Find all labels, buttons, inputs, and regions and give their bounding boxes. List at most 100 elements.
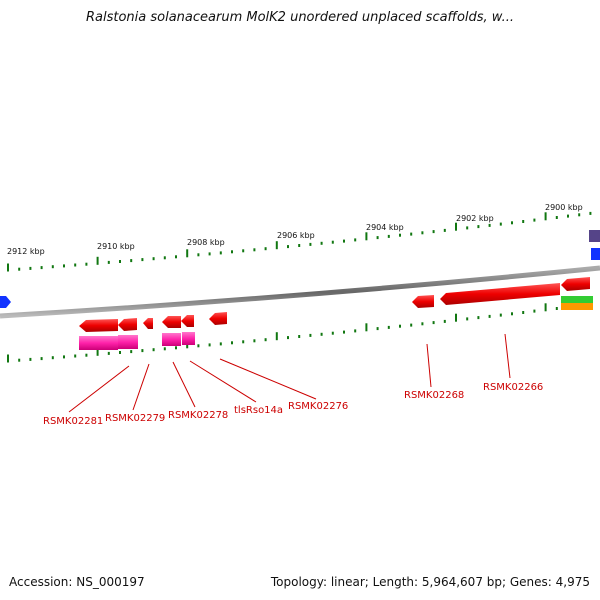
- minor-tick: [522, 220, 525, 223]
- gene-block[interactable]: [589, 230, 600, 242]
- gene-arrow[interactable]: [143, 318, 153, 329]
- minor-tick: [298, 335, 301, 338]
- minor-tick: [309, 333, 312, 337]
- minor-tick: [309, 242, 312, 246]
- gene-arrow[interactable]: [0, 296, 11, 308]
- genome-stats: Topology: linear; Length: 5,964,607 bp; …: [270, 575, 590, 589]
- minor-tick: [298, 244, 301, 247]
- minor-tick: [253, 248, 256, 252]
- scale-ticks-upper: [7, 211, 592, 272]
- minor-tick: [533, 309, 536, 313]
- minor-tick: [331, 331, 334, 335]
- cds-block[interactable]: [162, 333, 181, 346]
- minor-tick: [354, 238, 357, 242]
- cds-track: [79, 332, 195, 350]
- minor-tick: [141, 258, 144, 262]
- minor-tick: [555, 307, 558, 310]
- minor-tick: [152, 348, 155, 352]
- minor-tick: [40, 266, 43, 270]
- cds-block[interactable]: [182, 332, 195, 345]
- major-tick: [96, 256, 99, 265]
- minor-tick: [29, 266, 32, 270]
- gene-arrow[interactable]: [561, 277, 590, 291]
- minor-tick: [107, 351, 110, 355]
- minor-tick: [219, 251, 222, 255]
- gene-label[interactable]: RSMK02266: [483, 382, 543, 393]
- minor-tick: [410, 232, 413, 236]
- minor-tick: [63, 355, 65, 359]
- gene-labels: RSMK02281 RSMK02279 RSMK02278 tlsRso14a …: [43, 382, 543, 427]
- major-tick: [544, 303, 547, 312]
- gene-block[interactable]: [591, 248, 600, 260]
- minor-tick: [119, 260, 121, 263]
- minor-tick: [119, 351, 121, 354]
- minor-tick: [421, 231, 424, 235]
- major-tick: [455, 313, 457, 322]
- gene-label[interactable]: tlsRso14a: [234, 405, 283, 416]
- minor-tick: [264, 247, 267, 251]
- minor-tick: [29, 357, 32, 361]
- gene-arrow[interactable]: [440, 283, 560, 305]
- minor-tick: [399, 324, 401, 328]
- gene-arrow[interactable]: [412, 295, 434, 308]
- minor-tick: [175, 255, 177, 259]
- gene-label[interactable]: RSMK02278: [168, 410, 228, 421]
- gene-arrow[interactable]: [118, 318, 137, 331]
- scale-label: 2900 kbp: [545, 203, 583, 212]
- minor-tick: [343, 239, 345, 243]
- map-title: Ralstonia solanacearum MolK2 unordered u…: [85, 10, 514, 25]
- minor-tick: [376, 327, 379, 331]
- gene-label[interactable]: RSMK02279: [105, 413, 165, 424]
- minor-tick: [63, 264, 65, 268]
- major-tick: [365, 323, 368, 332]
- scale-labels: 2912 kbp 2910 kbp 2908 kbp 2906 kbp 2904…: [7, 203, 583, 256]
- scale-label: 2906 kbp: [277, 231, 315, 240]
- cds-block[interactable]: [118, 335, 138, 349]
- gene-track-red: [79, 277, 590, 332]
- minor-tick: [219, 342, 222, 346]
- accession-text: Accession: NS_000197: [9, 575, 145, 589]
- scale-label: 2910 kbp: [97, 242, 135, 251]
- minor-tick: [40, 357, 43, 361]
- scale-label: 2904 kbp: [366, 223, 404, 232]
- minor-tick: [331, 240, 334, 244]
- scale-label: 2912 kbp: [7, 247, 45, 256]
- minor-tick: [499, 222, 502, 226]
- gene-arrow[interactable]: [209, 312, 227, 325]
- scale-label: 2902 kbp: [456, 214, 494, 223]
- minor-tick: [242, 249, 245, 253]
- minor-tick: [421, 322, 424, 326]
- minor-tick: [320, 332, 323, 336]
- minor-tick: [499, 313, 502, 317]
- minor-tick: [51, 265, 54, 269]
- gene-label[interactable]: RSMK02268: [404, 390, 464, 401]
- major-tick: [7, 263, 9, 272]
- minor-tick: [85, 353, 88, 357]
- gene-label[interactable]: RSMK02276: [288, 401, 348, 412]
- minor-tick: [578, 213, 581, 217]
- minor-tick: [320, 241, 323, 245]
- major-tick: [275, 241, 278, 250]
- minor-tick: [466, 226, 469, 230]
- minor-tick: [51, 356, 54, 360]
- minor-tick: [231, 341, 233, 345]
- minor-tick: [130, 350, 133, 354]
- minor-tick: [242, 340, 245, 344]
- minor-tick: [130, 259, 133, 263]
- scale-ticks-lower: [7, 302, 592, 363]
- minor-tick: [589, 211, 592, 215]
- gene-arrow[interactable]: [162, 316, 181, 328]
- gene-arrow[interactable]: [79, 319, 118, 332]
- genome-backbone: [0, 265, 600, 319]
- minor-tick: [432, 230, 435, 234]
- cds-block[interactable]: [79, 336, 118, 350]
- minor-tick: [477, 225, 480, 229]
- minor-tick: [163, 256, 166, 260]
- feature-block-green[interactable]: [561, 296, 593, 303]
- minor-tick: [175, 346, 177, 350]
- gene-label[interactable]: RSMK02281: [43, 416, 103, 427]
- gene-arrow[interactable]: [181, 315, 194, 327]
- feature-block-orange[interactable]: [561, 303, 593, 310]
- minor-tick: [343, 330, 345, 334]
- minor-tick: [376, 236, 379, 240]
